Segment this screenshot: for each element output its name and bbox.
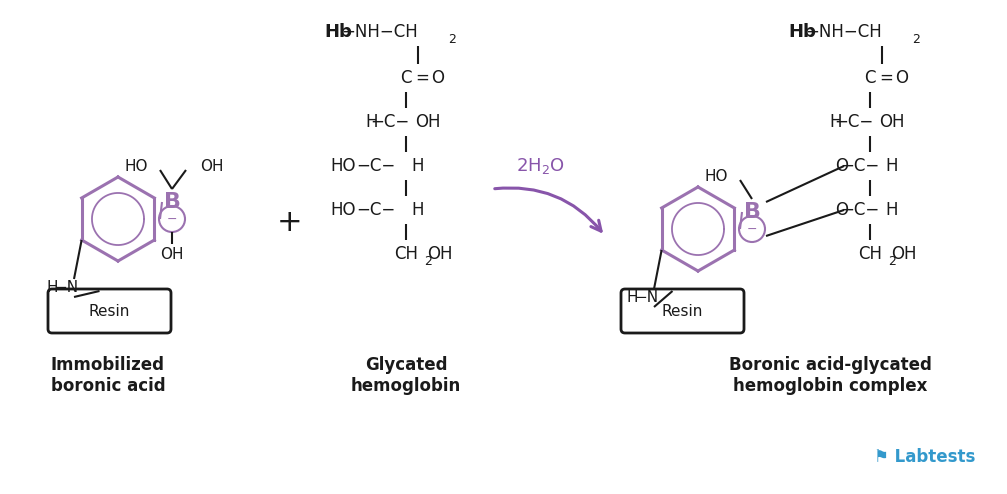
Text: B: B [163,192,180,212]
Text: C: C [400,69,412,87]
Text: H: H [412,157,424,175]
Text: H: H [626,289,637,304]
Text: −C−: −C− [371,113,410,131]
Text: −C−: −C− [841,201,880,219]
Text: ⚑ Labtests: ⚑ Labtests [874,448,975,466]
Text: OH: OH [879,113,904,131]
Text: −C−: −C− [356,201,396,219]
Text: OH: OH [891,245,916,263]
Text: 2: 2 [424,254,432,267]
Text: Boronic acid-glycated
hemoglobin complex: Boronic acid-glycated hemoglobin complex [728,356,931,395]
Text: 2H$_2$O: 2H$_2$O [516,156,564,176]
Text: HO: HO [330,201,356,219]
Text: C: C [864,69,876,87]
FancyBboxPatch shape [621,289,744,333]
Text: Resin: Resin [662,303,703,319]
Text: +: + [277,207,303,237]
Text: Immobilized
boronic acid: Immobilized boronic acid [50,356,165,395]
Text: −C−: −C− [841,157,880,175]
Text: 2: 2 [448,33,456,45]
Text: Hb: Hb [788,23,816,41]
Text: OH: OH [415,113,441,131]
Text: =: = [879,69,893,87]
Text: OH: OH [200,159,224,173]
Text: H: H [830,113,842,131]
Text: −NH−CH: −NH−CH [806,23,882,41]
Text: −NH−CH: −NH−CH [341,23,418,41]
Text: HO: HO [705,168,728,183]
Text: −: − [747,222,757,236]
Text: HO: HO [330,157,356,175]
Text: −N: −N [634,289,658,304]
Text: H: H [886,157,898,175]
Text: O: O [836,201,849,219]
Text: −N: −N [54,280,79,294]
Text: Glycated
hemoglobin: Glycated hemoglobin [350,356,461,395]
Text: −C−: −C− [356,157,396,175]
Text: 2: 2 [912,33,920,45]
Text: =: = [415,69,429,87]
Text: Hb: Hb [324,23,351,41]
Text: B: B [743,202,760,222]
Text: −: − [167,212,177,225]
Text: CH: CH [394,245,418,263]
Text: Resin: Resin [89,303,130,319]
Text: HO: HO [125,159,148,173]
Text: H: H [366,113,379,131]
Text: H: H [412,201,424,219]
Text: 2: 2 [888,254,896,267]
Text: OH: OH [160,247,183,261]
Text: O: O [895,69,908,87]
Text: OH: OH [427,245,453,263]
Text: CH: CH [858,245,882,263]
Text: H: H [46,280,57,294]
Text: O: O [432,69,444,87]
FancyBboxPatch shape [48,289,171,333]
Text: O: O [836,157,849,175]
Text: −C−: −C− [835,113,874,131]
Text: H: H [886,201,898,219]
